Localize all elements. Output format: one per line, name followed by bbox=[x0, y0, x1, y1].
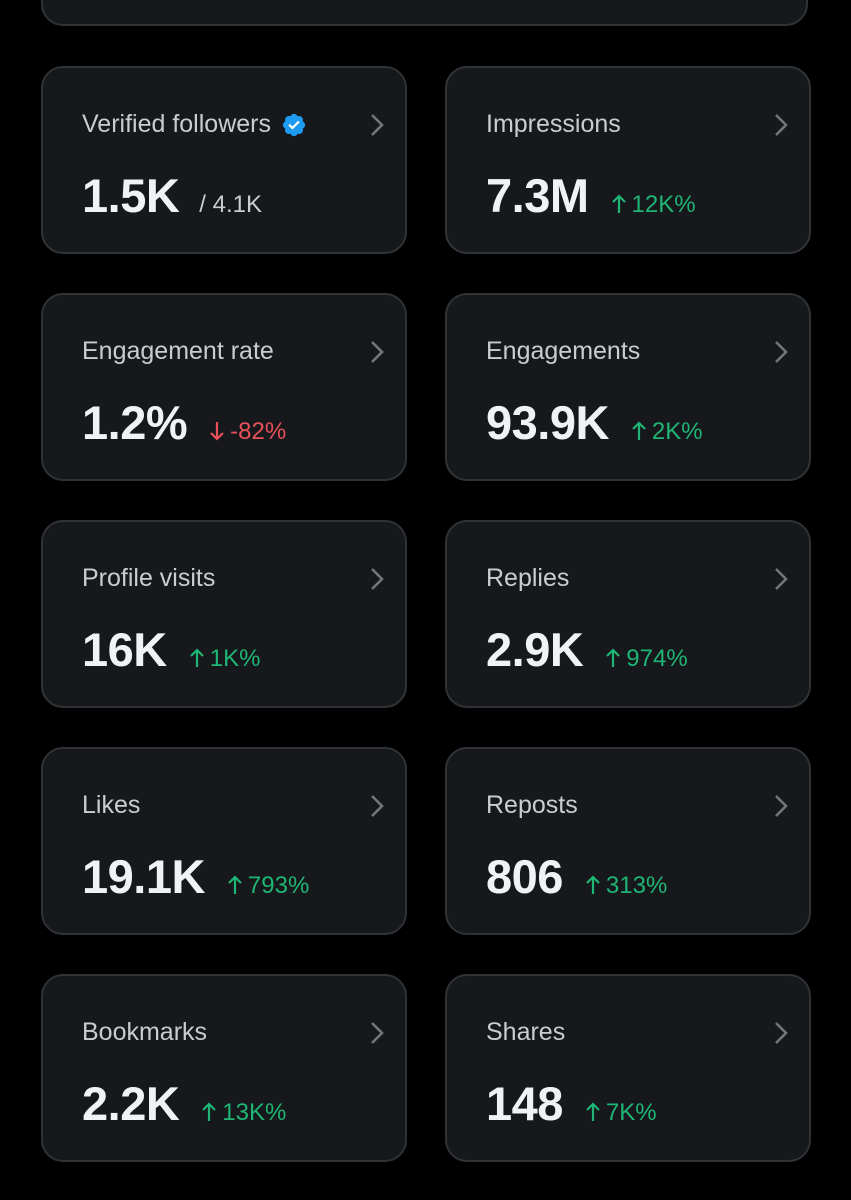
arrow-up-icon bbox=[606, 648, 621, 667]
chevron-right-icon[interactable] bbox=[771, 1020, 791, 1046]
metric-value: 93.9K bbox=[486, 396, 609, 449]
metric-value: 1.5K bbox=[82, 169, 180, 222]
metric-delta-value: 7K% bbox=[605, 1099, 657, 1126]
card-label: Replies bbox=[486, 564, 570, 592]
chevron-right-icon[interactable] bbox=[771, 566, 791, 592]
arrow-up-icon bbox=[611, 194, 626, 213]
metric-value: 7.3M bbox=[486, 169, 589, 222]
value-row: 16K 1K% bbox=[82, 622, 260, 677]
metric-card-shares[interactable]: Shares 148 7K% bbox=[445, 974, 811, 1162]
arrow-down-icon bbox=[210, 422, 224, 441]
metric-total: / 4.1K bbox=[199, 191, 262, 218]
arrow-up-icon bbox=[228, 875, 242, 894]
value-row: 1.2% -82% bbox=[82, 395, 286, 450]
card-label: Engagement rate bbox=[82, 337, 274, 365]
chevron-right-icon[interactable] bbox=[367, 566, 387, 592]
chevron-right-icon[interactable] bbox=[367, 793, 387, 819]
metric-value: 19.1K bbox=[82, 850, 205, 903]
card-label: Impressions bbox=[486, 110, 621, 138]
card-label-text: Verified followers bbox=[82, 110, 271, 138]
arrow-up-icon bbox=[586, 875, 600, 894]
value-row: 806 313% bbox=[486, 849, 667, 904]
value-row: 1.5K / 4.1K bbox=[82, 168, 262, 223]
metric-value: 2.2K bbox=[82, 1077, 180, 1130]
metric-delta-value: 13K% bbox=[222, 1099, 287, 1126]
value-row: 93.9K 2K% bbox=[486, 395, 703, 450]
value-row: 19.1K 793% bbox=[82, 849, 309, 904]
arrow-up-icon bbox=[586, 1102, 600, 1121]
metric-delta: 12K% bbox=[611, 191, 696, 219]
card-label: Likes bbox=[82, 791, 141, 819]
metric-value: 806 bbox=[486, 850, 563, 903]
arrow-up-icon bbox=[202, 1102, 217, 1121]
metric-delta-value: 12K% bbox=[631, 191, 696, 218]
metric-delta-value: 974% bbox=[626, 645, 688, 672]
card-label: Reposts bbox=[486, 791, 578, 819]
metric-delta: 7K% bbox=[585, 1099, 657, 1127]
card-label: Shares bbox=[486, 1018, 566, 1046]
metric-value: 148 bbox=[486, 1077, 563, 1130]
metric-card-likes[interactable]: Likes 19.1K 793% bbox=[41, 747, 407, 935]
metric-delta: 793% bbox=[227, 872, 309, 900]
metric-delta: 974% bbox=[605, 645, 688, 673]
metric-value: 2.9K bbox=[486, 623, 584, 676]
metric-value: 1.2% bbox=[82, 396, 188, 449]
chevron-right-icon[interactable] bbox=[367, 112, 387, 138]
chevron-right-icon[interactable] bbox=[367, 339, 387, 365]
arrow-up-icon bbox=[632, 421, 646, 440]
chevron-right-icon[interactable] bbox=[771, 339, 791, 365]
metric-delta: 2K% bbox=[631, 418, 703, 446]
metric-delta-value: 1K% bbox=[209, 645, 261, 672]
metric-delta-value: 313% bbox=[605, 872, 668, 899]
metric-card-bookmarks[interactable]: Bookmarks 2.2K 13K% bbox=[41, 974, 407, 1162]
arrow-up-icon bbox=[189, 648, 204, 667]
value-row: 2.9K 974% bbox=[486, 622, 688, 677]
verified-badge-icon bbox=[282, 113, 306, 136]
metric-delta: 313% bbox=[585, 872, 667, 900]
metric-delta: -82% bbox=[209, 418, 286, 446]
metric-card-verified-followers[interactable]: Verified followers 1.5K / 4.1K bbox=[41, 66, 407, 254]
card-label: Bookmarks bbox=[82, 1018, 208, 1046]
metric-delta-value: -82% bbox=[230, 418, 287, 445]
metric-card-profile-visits[interactable]: Profile visits 16K 1K% bbox=[41, 520, 407, 708]
metric-value: 16K bbox=[82, 623, 167, 676]
metric-card-impressions[interactable]: Impressions 7.3M 12K% bbox=[445, 66, 811, 254]
metric-delta-value: 2K% bbox=[651, 418, 703, 445]
card-label: Verified followers bbox=[82, 110, 307, 139]
chevron-right-icon[interactable] bbox=[771, 793, 791, 819]
chevron-right-icon[interactable] bbox=[367, 1020, 387, 1046]
metric-delta: 1K% bbox=[189, 645, 261, 673]
metric-card-engagements[interactable]: Engagements 93.9K 2K% bbox=[445, 293, 811, 481]
metric-card-reposts[interactable]: Reposts 806 313% bbox=[445, 747, 811, 935]
chevron-right-icon[interactable] bbox=[771, 112, 791, 138]
metric-card-engagement-rate[interactable]: Engagement rate 1.2% -82% bbox=[41, 293, 407, 481]
card-label: Profile visits bbox=[82, 564, 216, 592]
card-label: Engagements bbox=[486, 337, 641, 365]
previous-card[interactable] bbox=[41, 0, 808, 26]
value-row: 148 7K% bbox=[486, 1076, 657, 1131]
metric-card-replies[interactable]: Replies 2.9K 974% bbox=[445, 520, 811, 708]
metric-delta-value: 793% bbox=[247, 872, 310, 899]
value-row: 7.3M 12K% bbox=[486, 168, 696, 223]
metric-delta: 13K% bbox=[201, 1099, 286, 1127]
value-row: 2.2K 13K% bbox=[82, 1076, 286, 1131]
